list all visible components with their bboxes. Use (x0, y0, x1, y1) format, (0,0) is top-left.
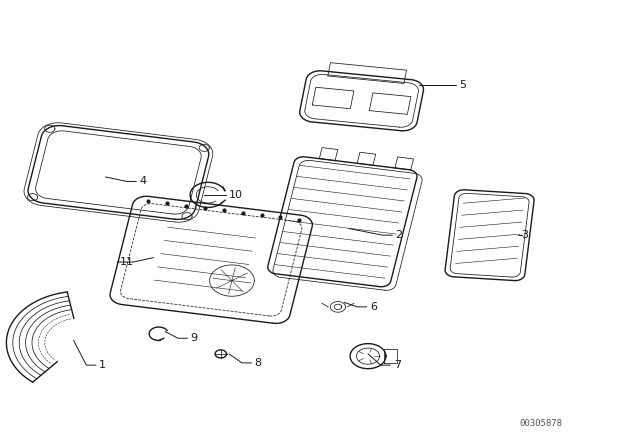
Text: 11: 11 (120, 257, 134, 267)
Text: 5: 5 (460, 80, 467, 90)
Text: 6: 6 (370, 302, 377, 312)
Text: 4: 4 (140, 177, 147, 186)
Text: 9: 9 (191, 333, 198, 343)
Text: 10: 10 (229, 190, 243, 200)
Text: 1: 1 (99, 360, 106, 370)
Text: 00305878: 00305878 (519, 419, 563, 428)
Text: 3: 3 (522, 230, 529, 240)
Text: 7: 7 (394, 360, 401, 370)
Text: 8: 8 (255, 358, 262, 368)
Text: 2: 2 (396, 230, 403, 240)
